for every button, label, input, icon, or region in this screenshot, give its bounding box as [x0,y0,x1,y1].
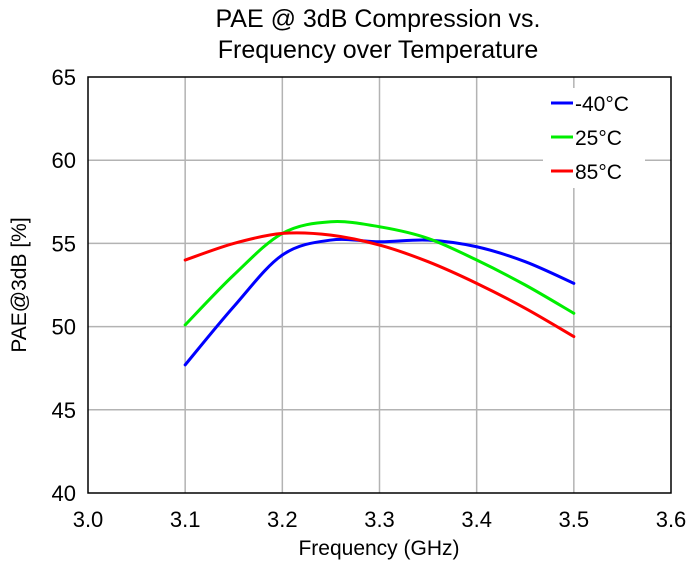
y-tick-label: 50 [52,315,76,340]
y-tick-label: 55 [52,231,76,256]
y-tick-label: 65 [52,65,76,90]
x-tick-label: 3.1 [170,507,201,532]
x-tick-labels: 3.0 3.1 3.2 3.3 3.4 3.5 3.6 [73,507,687,532]
legend-label: 25°C [575,127,622,150]
y-tick-labels: 40 45 50 55 60 65 [52,65,76,506]
x-axis-label: Frequency (GHz) [298,537,459,560]
x-tick-label: 3.3 [364,507,395,532]
y-tick-label: 45 [52,398,76,423]
series-line-3 [183,231,576,339]
x-tick-label: 3.6 [656,507,687,532]
gridlines [88,77,671,493]
y-tick-label: 60 [52,148,76,173]
plot-frame [87,76,672,494]
x-tick-label: 3.0 [73,507,104,532]
series-line-2 [183,220,576,327]
legend: -40°C 25°C 85°C [543,88,645,188]
series-line-1 [183,237,576,367]
chart-title-line-1: PAE @ 3dB Compression vs. [215,5,540,33]
chart-title-line-2: Frequency over Temperature [218,36,539,64]
legend-label: -40°C [575,93,629,116]
y-tick-label: 40 [52,481,76,506]
x-tick-label: 3.4 [461,507,492,532]
x-tick-label: 3.2 [267,507,298,532]
series-lines [183,220,576,367]
x-tick-label: 3.5 [559,507,590,532]
y-axis-label: PAE@3dB [%] [8,217,31,352]
legend-label: 85°C [575,161,622,184]
